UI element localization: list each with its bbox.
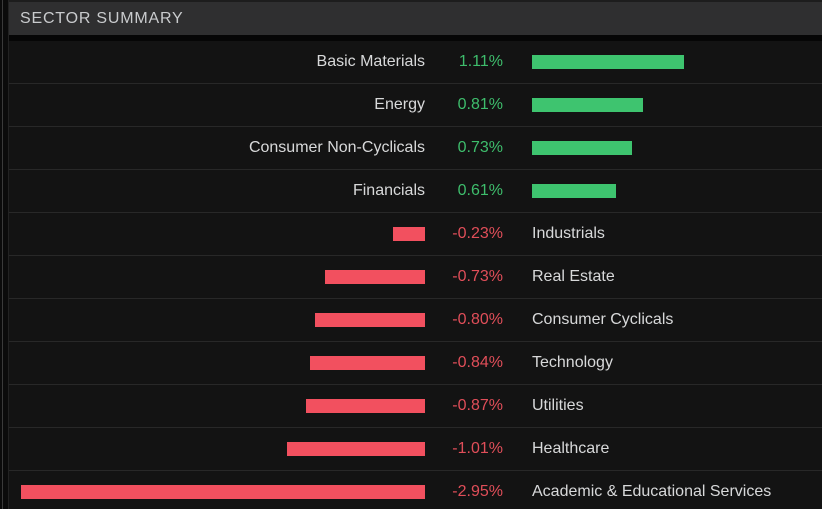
window-edge-divider (2, 0, 3, 509)
positive-sector-bar (532, 141, 632, 155)
sector-row-cell: 1.11% (425, 53, 532, 71)
sector-row-cell: -2.95% (425, 483, 532, 501)
sector-row-cell: Consumer Non-Cyclicals (9, 139, 425, 157)
sector-row-cell (532, 98, 822, 112)
sector-change-percent: -0.80% (452, 311, 503, 328)
sector-label: Energy (374, 96, 425, 113)
negative-sector-bar (287, 442, 425, 456)
sector-row-cell: Utilities (532, 397, 822, 415)
sector-row-cell: Financials (9, 182, 425, 200)
sector-row-cell (532, 184, 822, 198)
sector-row-cell: -0.84% (425, 354, 532, 372)
sector-row-cell: Consumer Cyclicals (532, 311, 822, 329)
sector-change-percent: -1.01% (452, 440, 503, 457)
negative-sector-bar (325, 270, 425, 284)
sector-label: Consumer Non-Cyclicals (248, 139, 425, 156)
sector-change-percent: 0.73% (457, 139, 503, 156)
sector-row[interactable]: -0.80% Consumer Cyclicals (9, 299, 822, 342)
header-divider (9, 35, 822, 41)
sector-row-cell (532, 141, 822, 155)
sector-label: Utilities (532, 397, 584, 414)
positive-sector-bar (532, 98, 643, 112)
sector-row[interactable]: -0.87% Utilities (9, 385, 822, 428)
sector-row-cell: -1.01% (425, 440, 532, 458)
panel-header: SECTOR SUMMARY (9, 0, 822, 35)
sector-row-cell: -0.87% (425, 397, 532, 415)
sector-change-percent: -0.87% (452, 397, 503, 414)
sector-row-cell (9, 227, 425, 241)
sector-row[interactable]: Energy 0.81% (9, 84, 822, 127)
sector-row-cell (9, 399, 425, 413)
sector-label: Basic Materials (316, 53, 425, 70)
sector-row-cell: 0.73% (425, 139, 532, 157)
sector-change-percent: -0.23% (452, 225, 503, 242)
positive-sector-bar (532, 55, 684, 69)
sector-change-percent: 0.61% (457, 182, 503, 199)
sector-row-cell: Technology (532, 354, 822, 372)
sector-label: Industrials (532, 225, 605, 242)
positive-sector-bar (532, 184, 616, 198)
negative-sector-bar (315, 313, 425, 327)
sector-row-cell: Healthcare (532, 440, 822, 458)
sector-row-cell: Academic & Educational Services (532, 483, 822, 501)
sector-summary-panel: SECTOR SUMMARY Basic Materials 1.11% Energ… (8, 0, 822, 509)
sector-row[interactable]: -2.95% Academic & Educational Services (9, 471, 822, 509)
sector-row[interactable]: -1.01% Healthcare (9, 428, 822, 471)
sector-row-cell (9, 313, 425, 327)
sector-row[interactable]: -0.23% Industrials (9, 213, 822, 256)
sector-row[interactable]: -0.84% Technology (9, 342, 822, 385)
sector-label: Real Estate (532, 268, 615, 285)
negative-sector-bar (393, 227, 425, 241)
sector-label: Healthcare (532, 440, 610, 457)
sector-row-cell (532, 55, 822, 69)
sector-row[interactable]: Financials 0.61% (9, 170, 822, 213)
negative-sector-bar (21, 485, 425, 499)
sector-row-cell: Real Estate (532, 268, 822, 286)
sector-change-percent: 0.81% (457, 96, 503, 113)
sector-row-cell (9, 442, 425, 456)
sector-label: Financials (352, 182, 425, 199)
sector-change-percent: 1.11% (458, 53, 503, 70)
sector-change-percent: -0.73% (452, 268, 503, 285)
sector-row-cell: Basic Materials (9, 53, 425, 71)
sector-label: Consumer Cyclicals (532, 311, 674, 328)
sector-row-cell: Energy (9, 96, 425, 114)
sector-row-cell (9, 270, 425, 284)
sector-label: Academic & Educational Services (532, 483, 772, 500)
sector-row-cell: -0.80% (425, 311, 532, 329)
sector-change-percent: -0.84% (452, 354, 503, 371)
sector-row-cell: -0.23% (425, 225, 532, 243)
sector-row[interactable]: Consumer Non-Cyclicals 0.73% (9, 127, 822, 170)
sector-change-percent: -2.95% (452, 483, 503, 500)
sector-list: Basic Materials 1.11% Energy 0.81% Consumer … (9, 41, 822, 509)
negative-sector-bar (310, 356, 425, 370)
sector-row[interactable]: Basic Materials 1.11% (9, 41, 822, 84)
sector-row-cell (9, 485, 425, 499)
sector-row[interactable]: -0.73% Real Estate (9, 256, 822, 299)
sector-row-cell: 0.61% (425, 182, 532, 200)
panel-title: SECTOR SUMMARY (20, 9, 184, 27)
negative-sector-bar (306, 399, 425, 413)
sector-row-cell: 0.81% (425, 96, 532, 114)
sector-row-cell (9, 356, 425, 370)
sector-row-cell: Industrials (532, 225, 822, 243)
sector-row-cell: -0.73% (425, 268, 532, 286)
sector-label: Technology (532, 354, 613, 371)
